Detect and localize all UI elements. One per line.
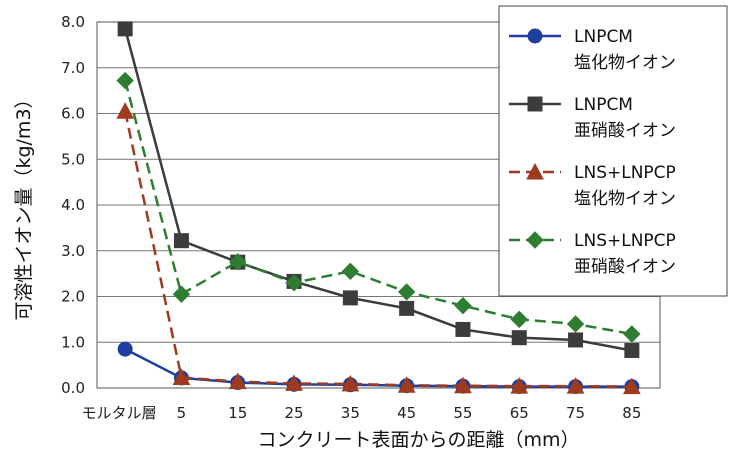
- series-3: [116, 102, 641, 395]
- data-point: [455, 321, 471, 337]
- data-point: [229, 253, 247, 271]
- y-tick-label: 4.0: [61, 196, 85, 214]
- data-point: [285, 274, 303, 292]
- data-point: [399, 300, 415, 316]
- data-point: [527, 96, 543, 112]
- legend-label: LNS+LNPCP: [574, 163, 676, 183]
- y-axis-ticks: 0.0 1.0 2.0 3.0 4.0 5.0 6.0 7.0 8.0: [61, 13, 85, 397]
- legend-label: 亜硝酸イオン: [574, 257, 676, 277]
- grid: [97, 21, 660, 343]
- x-tick-label: 75: [566, 404, 585, 422]
- legend-entry: LNPCM 塩化物イオン: [509, 27, 676, 73]
- data-point: [341, 262, 360, 281]
- x-axis-label: コンクリート表面からの距離（mm）: [257, 429, 579, 451]
- series-line: [124, 347, 632, 388]
- data-point: [172, 285, 191, 303]
- x-axis-ticks: モルタル層 5 15 25 35 45 55 65 75 85: [82, 404, 642, 422]
- data-point: [173, 233, 189, 249]
- legend-label: LNPCM: [574, 27, 633, 47]
- x-tick-label: 85: [622, 404, 641, 422]
- x-tick-label: 45: [397, 404, 416, 422]
- data-point: [566, 315, 585, 333]
- data-point: [510, 377, 529, 394]
- data-point: [526, 162, 544, 180]
- legend-entry: LNS+LNPCP 亜硝酸イオン: [509, 231, 676, 277]
- data-point: [454, 376, 472, 394]
- y-tick-label: 7.0: [61, 59, 85, 77]
- data-point: [511, 330, 527, 346]
- data-point: [566, 377, 585, 394]
- y-tick-label: 5.0: [61, 150, 85, 168]
- data-point: [341, 374, 360, 392]
- series-line: [123, 28, 633, 352]
- data-point: [172, 368, 191, 385]
- legend-label: 塩化物イオン: [574, 53, 676, 73]
- x-tick-label: 65: [510, 404, 529, 422]
- legend-box: [498, 5, 728, 297]
- x-tick-label: 15: [228, 404, 247, 422]
- data-point: [623, 377, 641, 395]
- series-group: [116, 21, 641, 395]
- data-point: [510, 310, 528, 329]
- x-tick-label: 5: [177, 404, 187, 422]
- data-point: [526, 231, 544, 249]
- legend-label: LNS+LNPCP: [574, 231, 676, 251]
- legend-entry: LNS+LNPCP 塩化物イオン: [509, 162, 676, 209]
- data-point: [397, 376, 416, 393]
- data-point: [623, 325, 641, 343]
- data-point: [342, 290, 358, 306]
- data-point: [228, 372, 247, 390]
- legend-label: 塩化物イオン: [574, 189, 676, 209]
- y-tick-label: 0.0: [61, 379, 85, 397]
- data-point: [454, 296, 472, 315]
- data-point: [117, 341, 133, 357]
- data-point: [116, 71, 134, 90]
- x-tick-label: 35: [341, 404, 360, 422]
- data-point: [624, 342, 640, 358]
- x-tick-label: モルタル層: [82, 404, 157, 422]
- series-4: [116, 71, 641, 343]
- data-point: [527, 28, 543, 44]
- series-line: [123, 80, 633, 336]
- y-tick-label: 3.0: [61, 242, 85, 260]
- data-point: [116, 102, 134, 119]
- y-tick-label: 6.0: [61, 105, 85, 123]
- legend-label: LNPCM: [574, 95, 633, 115]
- legend-label: 亜硝酸イオン: [574, 121, 676, 141]
- x-tick-label: 25: [285, 404, 304, 422]
- data-point: [568, 332, 584, 348]
- x-tick-label: 55: [453, 404, 472, 422]
- y-tick-label: 2.0: [61, 288, 85, 306]
- data-point: [117, 21, 133, 37]
- y-tick-label: 1.0: [61, 333, 85, 351]
- y-axis-label: 可溶性イオン量（kg/m3）: [13, 89, 35, 320]
- data-point: [397, 283, 416, 301]
- legend-entry: LNPCM 亜硝酸イオン: [509, 95, 676, 141]
- series-line: [123, 110, 632, 388]
- data-point: [285, 374, 303, 391]
- legend: LNPCM塩化物イオンLNPCM亜硝酸イオンLNS+LNPCP塩化物イオンLNS…: [498, 5, 728, 297]
- y-tick-label: 8.0: [61, 13, 85, 31]
